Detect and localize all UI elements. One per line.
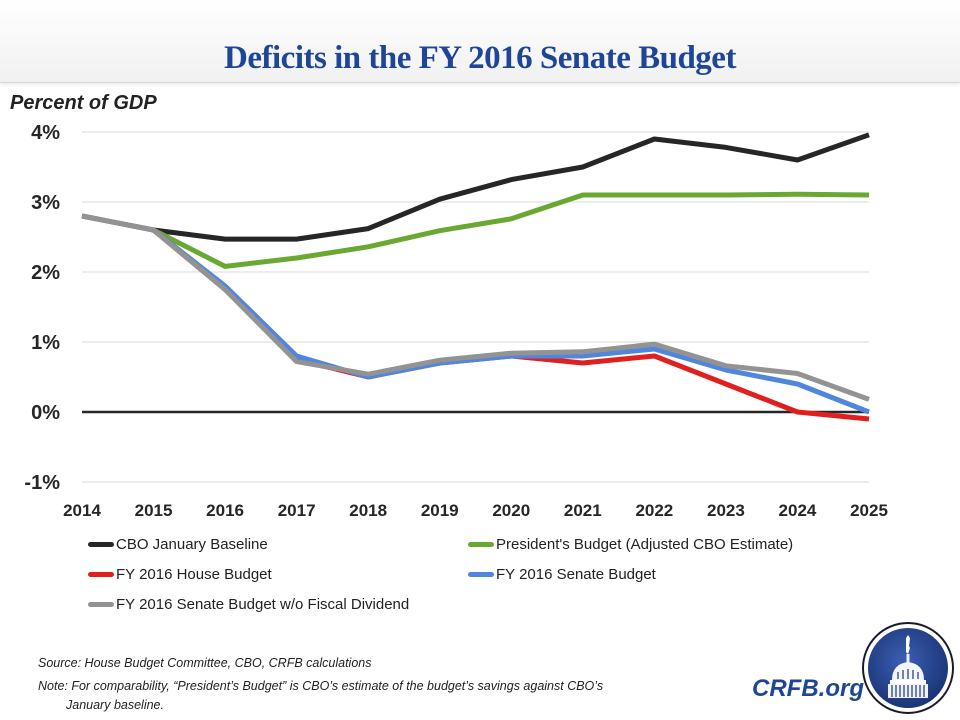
legend-item-senate-budget: FY 2016 Senate Budget — [468, 566, 656, 583]
legend-label: CBO January Baseline — [116, 536, 268, 553]
y-tick-label: 4% — [31, 122, 60, 144]
y-tick-label: 2% — [31, 262, 60, 284]
x-tick-label: 2017 — [278, 501, 316, 520]
x-tick-label: 2023 — [707, 501, 745, 520]
series-line-president-s-budget-adjusted-cbo-estimate — [152, 191, 870, 269]
legend-swatch — [88, 542, 114, 547]
logo-background — [868, 628, 948, 708]
slide-header: Deficits in the FY 2016 Senate Budget — [0, 0, 960, 83]
legend-item-senate-no-dividend: FY 2016 Senate Budget w/o Fiscal Dividen… — [88, 596, 409, 613]
line-chart: -1% 0% 1% 2% 3% 4% 2014 2015 2016 2017 2018 2019 20… — [24, 122, 888, 520]
x-tick-label: 2022 — [635, 501, 673, 520]
legend-label: President's Budget (Adjusted CBO Estimat… — [496, 536, 794, 553]
x-tick-label: 2020 — [492, 501, 530, 520]
legend-swatch — [88, 572, 114, 577]
footnote-line-2: January baseline. — [66, 698, 164, 712]
x-tick-label: 2021 — [564, 501, 602, 520]
chart-title: Deficits in the FY 2016 Senate Budget — [224, 40, 736, 76]
legend-item-presidents-budget: President's Budget (Adjusted CBO Estimat… — [468, 536, 793, 553]
crfb-logo — [862, 622, 954, 714]
legend-swatch — [468, 542, 494, 547]
series-line-fy-2016-senate-budget — [151, 228, 870, 415]
source-note: Source: House Budget Committee, CBO, CRF… — [38, 656, 372, 670]
legend-label: FY 2016 Senate Budget w/o Fiscal Dividen… — [116, 596, 410, 613]
x-tick-label: 2016 — [206, 501, 244, 520]
legend-label: FY 2016 Senate Budget — [496, 566, 656, 583]
x-tick-label: 2015 — [135, 501, 173, 520]
y-tick-label: -1% — [24, 472, 60, 494]
x-tick-label: 2018 — [349, 501, 387, 520]
x-tick-label: 2019 — [421, 501, 459, 520]
capitol-dome-icon — [888, 635, 928, 698]
series-line-fy-2016-senate-budget-w-o-fiscal-dividend — [81, 213, 870, 402]
legend-item-house-budget: FY 2016 House Budget — [88, 566, 272, 583]
y-tick-label: 0% — [31, 402, 60, 424]
legend-swatch — [88, 602, 114, 607]
legend-label: FY 2016 House Budget — [116, 566, 272, 583]
y-axis-label: Percent of GDP — [10, 92, 157, 114]
x-tick-label: 2014 — [63, 501, 101, 520]
legend-item-cbo-baseline: CBO January Baseline — [88, 536, 268, 553]
legend-swatch — [468, 572, 494, 577]
footnote-line-1: Note: For comparability, “President’s Bu… — [38, 679, 604, 693]
y-tick-label: 1% — [31, 332, 60, 354]
series-line-cbo-january-baseline — [81, 132, 870, 242]
y-tick-label: 3% — [31, 192, 60, 214]
x-tick-label: 2025 — [850, 501, 888, 520]
x-tick-label: 2024 — [779, 501, 817, 520]
brand-link[interactable]: CRFB.org — [752, 675, 864, 702]
